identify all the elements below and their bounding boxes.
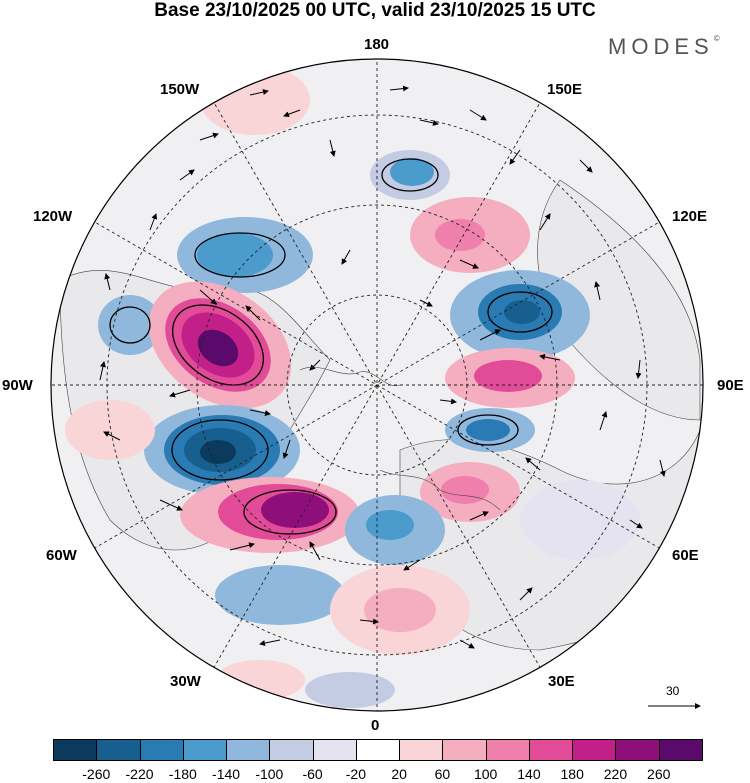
lon-label-30w: 30W [170, 673, 201, 690]
anomaly-positive-core [261, 492, 329, 528]
siberia-land [537, 179, 701, 421]
colorbar-tick-label: -260 [82, 766, 111, 782]
colorbar-tick-label: 220 [603, 766, 628, 782]
lon-label-150e: 150E [547, 81, 583, 98]
anomaly-negative-strong [366, 510, 414, 540]
anomaly-negative-weak [305, 672, 395, 708]
contour-lines [109, 158, 553, 535]
anomaly-negative-strong [197, 233, 273, 277]
colorbar-swatch [615, 739, 660, 761]
colorbar-tick-label: 260 [647, 766, 671, 782]
anomaly-positive-weak [200, 65, 310, 135]
anomaly-negative-weak [520, 480, 640, 560]
map-title: Base 23/10/2025 00 UTC, valid 23/10/2025… [154, 0, 596, 21]
anomaly-positive-mid [364, 588, 436, 632]
anomaly-positive-strong [474, 360, 542, 392]
colorbar-swatch [53, 739, 98, 761]
lon-label-90w: 90W [2, 377, 33, 394]
colorbar-swatch [399, 739, 444, 761]
colorbar-swatch [442, 739, 487, 761]
colorbar-swatch [572, 739, 617, 761]
anomaly-negative-strong [466, 419, 510, 441]
colorbar-tick-label: -140 [212, 766, 241, 782]
lon-label-120w: 120W [33, 208, 73, 225]
anomaly-positive-weak [65, 400, 155, 460]
colorbar-tick-label: -20 [345, 766, 366, 782]
map-disk [51, 59, 703, 711]
anomaly-positive-strong [441, 476, 489, 504]
colorbar-tick-label: 100 [473, 766, 498, 782]
lon-label-60e: 60E [672, 547, 699, 564]
anomaly-positive-strong [435, 219, 485, 251]
colorbar-tick-label: -60 [302, 766, 323, 782]
anomaly-negative-mid [98, 295, 162, 355]
lon-label-0: 0 [371, 717, 380, 734]
anomaly-negative-core [504, 300, 540, 324]
colorbar-swatch [269, 739, 314, 761]
colorbar-swatch [485, 739, 530, 761]
lon-label-60w: 60W [46, 547, 77, 564]
colorbar-swatch [355, 739, 401, 761]
colorbar-tick-label: -220 [125, 766, 154, 782]
lon-label-90e: 90E [717, 377, 744, 394]
lon-label-120e: 120E [672, 208, 708, 225]
colorbar-tick-label: 20 [391, 766, 407, 782]
wind-vectors [99, 85, 666, 649]
colorbar-tick-label: 140 [517, 766, 541, 782]
modes-logo: MODES© [608, 34, 720, 59]
colorbar-swatch [139, 739, 184, 761]
colorbar-swatch [226, 739, 271, 761]
colorbar-tick-label: -180 [168, 766, 197, 782]
colorbar-swatch [96, 739, 141, 761]
lon-label-30e: 30E [548, 673, 575, 690]
colorbar-swatch [182, 739, 228, 761]
anomaly-negative-mid [215, 565, 345, 625]
reference-vector-label: 30 [666, 684, 680, 698]
colorbar-tick-label: 60 [434, 766, 451, 782]
anomaly-positive-max [197, 329, 239, 367]
anomaly-positive-weak [215, 660, 305, 700]
anomaly-negative-mid [390, 158, 434, 186]
lon-label-180: 180 [364, 36, 390, 53]
colorbar-tick-label: 180 [560, 766, 584, 782]
colorbar-swatch [658, 739, 703, 761]
lon-label-150w: 150W [160, 81, 200, 98]
graticule [51, 59, 703, 711]
colorbar-tick-label: -100 [255, 766, 284, 782]
coastline [379, 469, 501, 511]
map-border [50, 58, 704, 712]
colorbar-swatch [528, 739, 574, 761]
coastline [299, 366, 401, 387]
colorbar-swatch [312, 739, 357, 761]
anomaly-negative-max [200, 440, 236, 464]
